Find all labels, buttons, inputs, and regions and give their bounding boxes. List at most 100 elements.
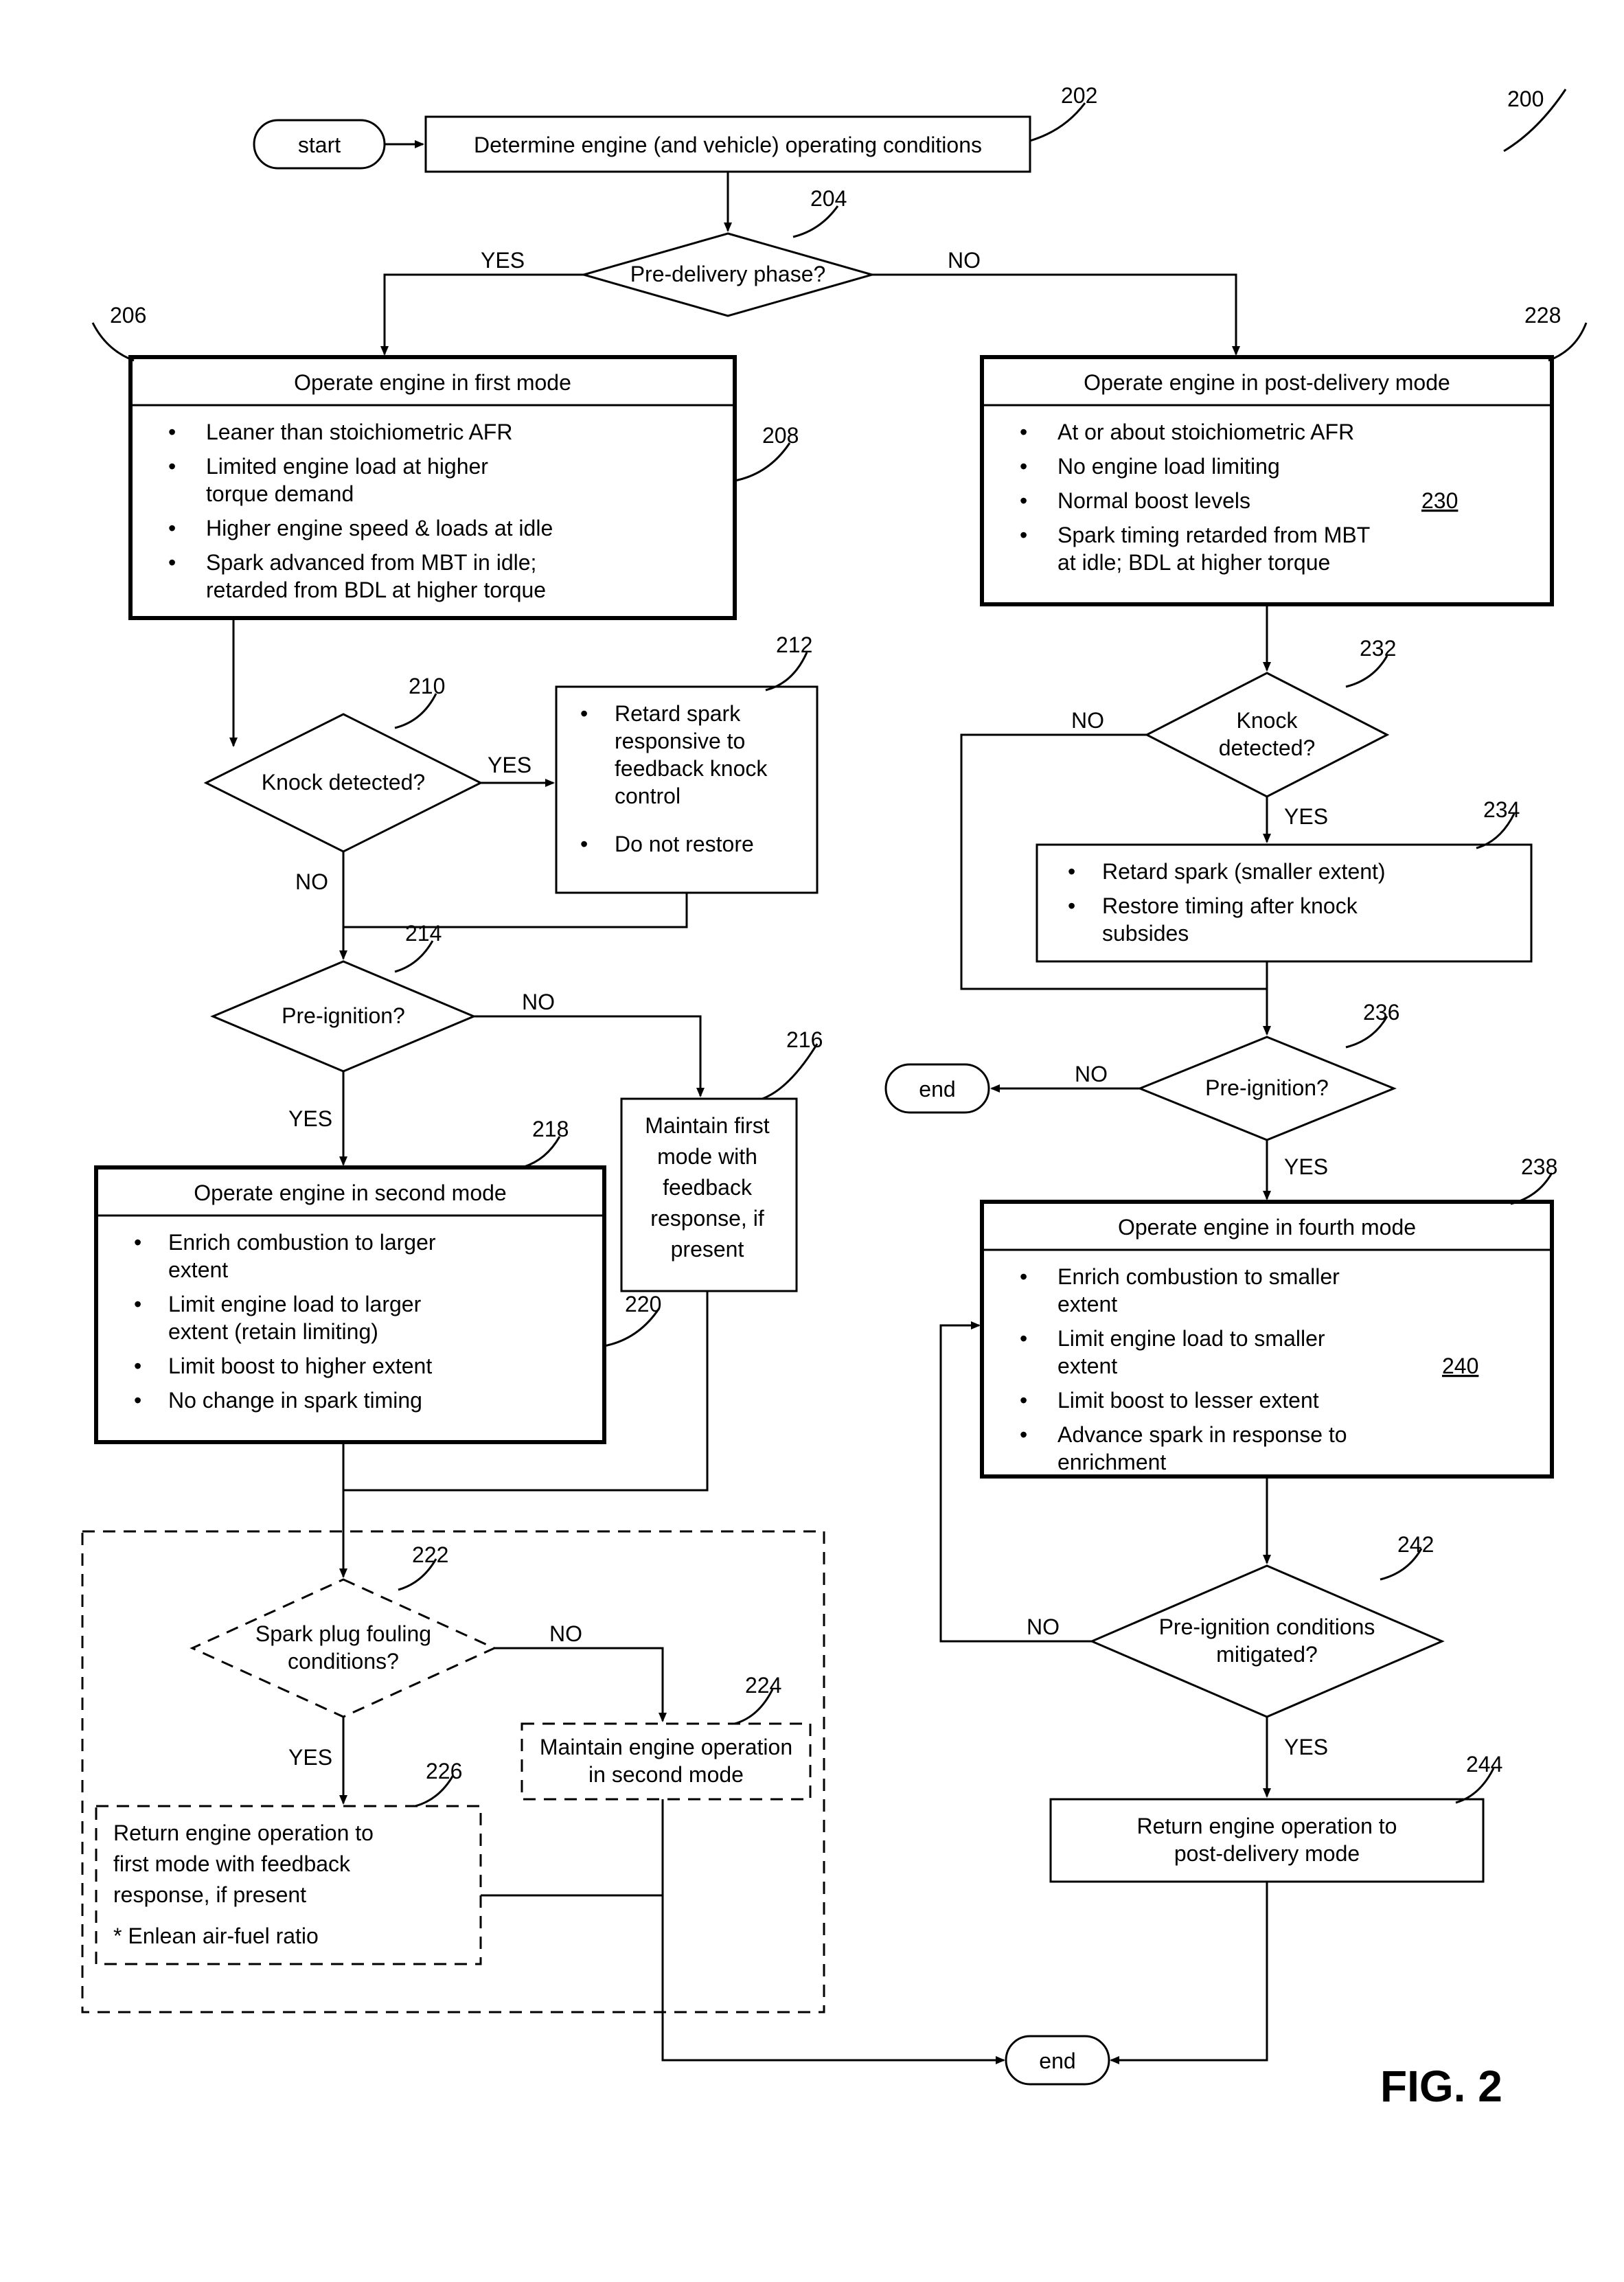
n222-ref: 222 (412, 1542, 448, 1567)
n222-yes: YES (288, 1745, 332, 1770)
n244-ref: 244 (1466, 1752, 1502, 1777)
n222-diamond (192, 1579, 494, 1717)
svg-text:•: • (168, 550, 176, 575)
n244-box (1051, 1799, 1483, 1882)
n204-no: NO (948, 248, 981, 273)
svg-text:Enrich combustion to smaller: Enrich combustion to smaller (1057, 1264, 1340, 1289)
svg-text:•: • (580, 701, 588, 726)
n236-no: NO (1075, 1062, 1108, 1086)
n242-ref: 242 (1397, 1532, 1434, 1557)
n214-ref: 214 (405, 921, 442, 946)
svg-text:No change in spark timing: No change in spark timing (168, 1388, 422, 1413)
svg-text:•: • (1020, 1326, 1027, 1351)
end1-label: end (919, 1077, 955, 1102)
arrow-left-to-end (481, 1895, 1004, 2060)
n220-ref: 220 (625, 1292, 661, 1316)
svg-text:•: • (168, 420, 176, 444)
svg-text:•: • (1020, 523, 1027, 547)
svg-text:Higher engine speed & loads at: Higher engine speed & loads at idle (206, 516, 553, 540)
n216-l1: Maintain first (645, 1113, 770, 1138)
n226-l1: Return engine operation to (113, 1821, 374, 1845)
svg-text:Limited engine load at higher: Limited engine load at higher (206, 454, 488, 479)
svg-text:•: • (168, 516, 176, 540)
arrow-214-no (474, 1016, 700, 1096)
n222-no: NO (549, 1621, 582, 1646)
n222-l1: Spark plug fouling (255, 1621, 431, 1646)
n228-title: Operate engine in post-delivery mode (1084, 370, 1450, 395)
n218-title: Operate engine in second mode (194, 1180, 506, 1205)
n242-no: NO (1027, 1614, 1060, 1639)
svg-text:Limit engine load to larger: Limit engine load to larger (168, 1292, 422, 1316)
n232-ref: 232 (1360, 636, 1396, 661)
svg-text:Limit engine load to smaller: Limit engine load to smaller (1057, 1326, 1325, 1351)
svg-text:•: • (1020, 488, 1027, 513)
n226-ref: 226 (426, 1759, 462, 1783)
svg-text:enrichment: enrichment (1057, 1450, 1166, 1474)
n214-no: NO (522, 990, 555, 1014)
svg-text:Normal boost levels: Normal boost levels (1057, 488, 1250, 513)
n238-ref: 238 (1521, 1154, 1557, 1179)
svg-text:extent: extent (1057, 1292, 1117, 1316)
n224-l1: Maintain engine operation (540, 1735, 792, 1759)
svg-text:•: • (1020, 1264, 1027, 1289)
n236-yes: YES (1284, 1154, 1328, 1179)
n242-diamond (1092, 1566, 1442, 1717)
n232-no: NO (1071, 708, 1104, 733)
n212-ref: 212 (776, 632, 812, 657)
n232-diamond (1147, 673, 1387, 797)
svg-text:•: • (1068, 893, 1075, 918)
n210-ref: 210 (409, 674, 445, 698)
svg-text:•: • (134, 1354, 141, 1378)
n226-l3: response, if present (113, 1882, 306, 1907)
n216-l4: response, if (650, 1206, 764, 1231)
n224-l2: in second mode (588, 1762, 744, 1787)
svg-text:at idle; BDL at higher torque: at idle; BDL at higher torque (1057, 550, 1330, 575)
start-label: start (298, 133, 341, 157)
svg-text:torque demand: torque demand (206, 481, 354, 506)
arrow-244-end (1111, 1882, 1267, 2060)
svg-text:•: • (1020, 1388, 1027, 1413)
arrow-222-no (494, 1648, 663, 1721)
n216-ref: 216 (786, 1027, 823, 1052)
svg-text:Enrich combustion to larger: Enrich combustion to larger (168, 1230, 436, 1255)
n232-l2: detected? (1219, 735, 1316, 760)
svg-text:•: • (1020, 1422, 1027, 1447)
n232-yes: YES (1284, 804, 1328, 829)
n206-ref: 206 (110, 303, 146, 328)
n204-yes: YES (481, 248, 525, 273)
svg-text:•: • (134, 1230, 141, 1255)
svg-text:Advance spark in response to: Advance spark in response to (1057, 1422, 1347, 1447)
svg-text:Leaner than stoichiometric AFR: Leaner than stoichiometric AFR (206, 420, 512, 444)
arrow-204-no (872, 275, 1236, 354)
n204-ref: 204 (810, 186, 847, 211)
ref-200: 200 (1507, 87, 1544, 111)
n230-ref: 230 (1421, 488, 1458, 513)
svg-text:Restore timing after knock: Restore timing after knock (1102, 893, 1358, 918)
n210-no: NO (295, 869, 328, 894)
n242-l2: mitigated? (1216, 1642, 1318, 1667)
svg-text:Spark timing retarded from MBT: Spark timing retarded from MBT (1057, 523, 1370, 547)
svg-text:responsive to: responsive to (615, 729, 745, 753)
svg-text:Limit boost to lesser extent: Limit boost to lesser extent (1057, 1388, 1319, 1413)
n216-l2: mode with (657, 1144, 757, 1169)
svg-text:•: • (134, 1388, 141, 1413)
arrow-204-yes (385, 275, 584, 354)
svg-text:retarded from BDL at higher to: retarded from BDL at higher torque (206, 578, 546, 602)
svg-text:Retard spark (smaller extent): Retard spark (smaller extent) (1102, 859, 1386, 884)
n218-ref: 218 (532, 1117, 569, 1141)
n226-l4: * Enlean air-fuel ratio (113, 1924, 319, 1948)
n236-ref: 236 (1363, 1000, 1399, 1025)
n216-l3: feedback (663, 1175, 753, 1200)
svg-text:•: • (1068, 859, 1075, 884)
svg-text:extent: extent (168, 1257, 228, 1282)
n202-text: Determine engine (and vehicle) operating… (474, 133, 982, 157)
n202-ref: 202 (1061, 83, 1097, 108)
n236-text: Pre-ignition? (1205, 1075, 1329, 1100)
n228-ref: 228 (1524, 303, 1561, 328)
svg-text:•: • (1020, 454, 1027, 479)
svg-text:subsides: subsides (1102, 921, 1189, 946)
n244-l1: Return engine operation to (1137, 1814, 1397, 1838)
n244-l2: post-delivery mode (1174, 1841, 1360, 1866)
svg-text:Do not restore: Do not restore (615, 832, 754, 856)
n224-ref: 224 (745, 1673, 781, 1698)
